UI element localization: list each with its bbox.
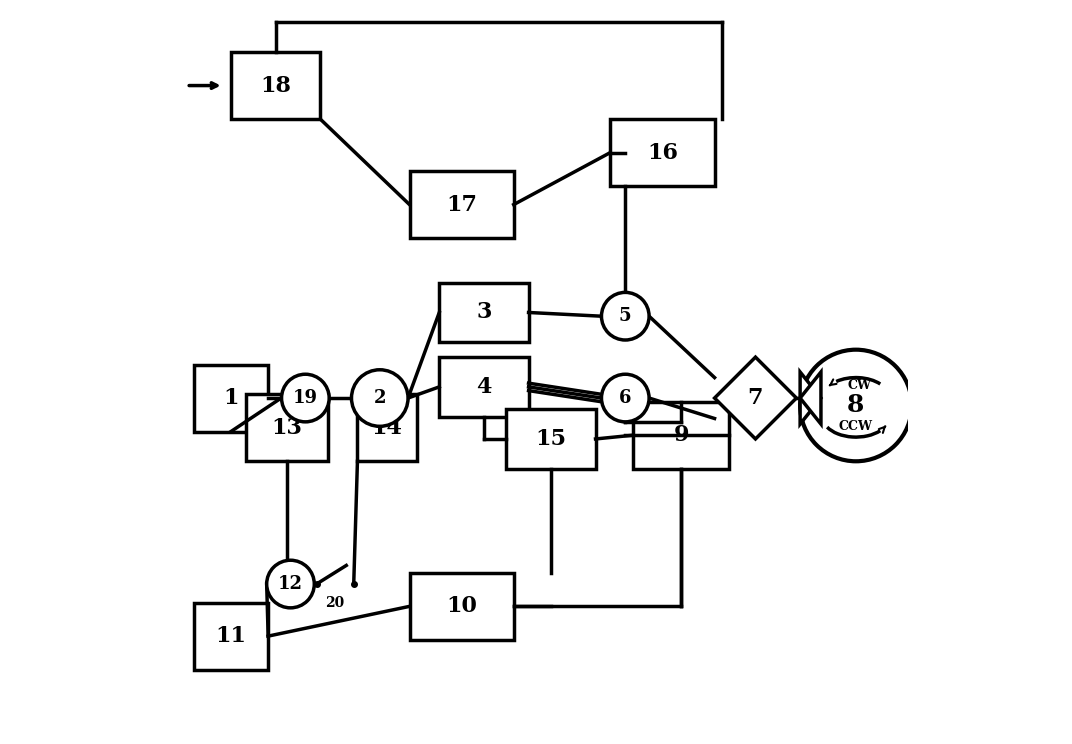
Text: 9: 9: [673, 424, 689, 446]
Circle shape: [800, 350, 911, 461]
Text: 20: 20: [326, 596, 345, 609]
FancyBboxPatch shape: [194, 603, 268, 670]
Text: 8: 8: [847, 394, 865, 417]
Circle shape: [282, 374, 329, 422]
Text: 3: 3: [476, 301, 492, 324]
FancyBboxPatch shape: [357, 394, 417, 461]
FancyBboxPatch shape: [194, 365, 268, 432]
Text: 14: 14: [372, 417, 403, 439]
Text: 10: 10: [446, 595, 477, 618]
Polygon shape: [800, 372, 821, 424]
FancyBboxPatch shape: [506, 409, 596, 469]
Text: 16: 16: [647, 141, 678, 164]
Circle shape: [601, 292, 649, 340]
FancyBboxPatch shape: [632, 402, 729, 469]
Text: 13: 13: [271, 417, 302, 439]
Text: CCW: CCW: [839, 420, 873, 433]
Polygon shape: [800, 372, 821, 424]
Text: 6: 6: [619, 389, 631, 407]
Text: CW: CW: [848, 379, 872, 392]
Polygon shape: [715, 357, 796, 439]
FancyBboxPatch shape: [440, 357, 528, 417]
Text: 7: 7: [748, 387, 763, 409]
FancyBboxPatch shape: [245, 394, 328, 461]
Text: 12: 12: [278, 575, 303, 593]
Text: 18: 18: [260, 74, 292, 97]
Text: 11: 11: [215, 625, 247, 647]
Text: 2: 2: [373, 389, 386, 407]
FancyBboxPatch shape: [410, 171, 513, 238]
Circle shape: [601, 374, 649, 422]
FancyBboxPatch shape: [440, 283, 528, 342]
Text: 19: 19: [293, 389, 318, 407]
Circle shape: [352, 370, 408, 426]
FancyBboxPatch shape: [410, 573, 513, 640]
Text: 15: 15: [535, 428, 566, 450]
Circle shape: [267, 560, 314, 608]
Text: 5: 5: [619, 307, 631, 325]
FancyBboxPatch shape: [610, 119, 715, 186]
Text: 4: 4: [476, 376, 492, 398]
Text: 17: 17: [446, 193, 477, 216]
Text: 1: 1: [223, 387, 239, 409]
FancyBboxPatch shape: [230, 52, 321, 119]
